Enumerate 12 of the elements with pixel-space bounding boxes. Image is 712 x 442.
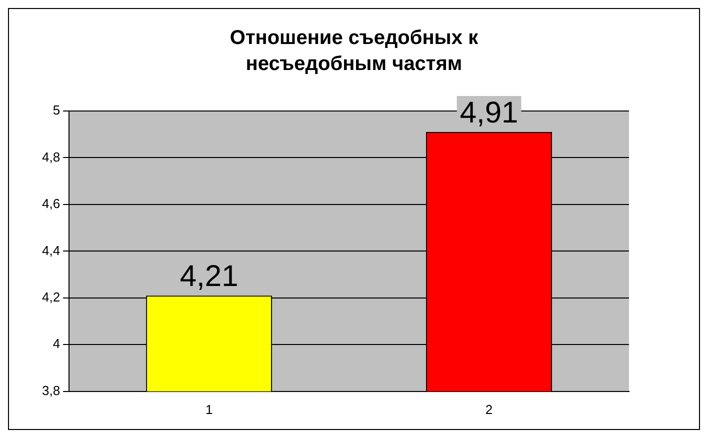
y-tick-label: 4,6	[42, 196, 60, 212]
y-tick-label: 4	[52, 336, 60, 352]
data-label: 4,91	[460, 96, 518, 130]
chart-title: Отношение съедобных к несъедобным частям	[228, 26, 480, 77]
y-tick-label: 5	[52, 102, 60, 118]
x-tick-label: 2	[485, 402, 493, 417]
y-tick-label: 4,4	[42, 242, 60, 258]
y-tick-label: 3,8	[42, 382, 60, 398]
y-tick-label: 4,2	[42, 290, 60, 305]
y-tick-label: 4,8	[42, 149, 60, 164]
data-label: 4,21	[180, 260, 238, 293]
x-tick-label: 1	[205, 402, 213, 417]
